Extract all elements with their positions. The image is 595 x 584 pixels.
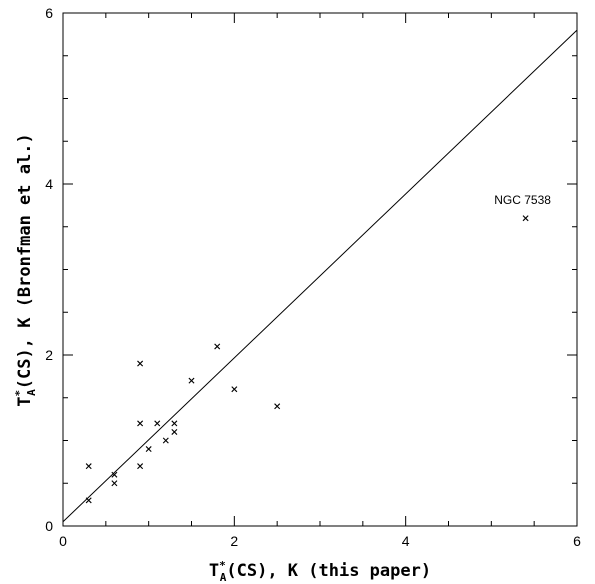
data-point: [522, 215, 529, 222]
y-tick-label: 0: [45, 518, 53, 534]
y-tick-label: 2: [45, 347, 53, 363]
plot-frame: [62, 12, 578, 527]
data-point: [85, 497, 92, 504]
data-point: [171, 428, 178, 435]
data-point: [154, 420, 161, 427]
x-tick-label: 6: [573, 533, 581, 549]
data-point: [137, 463, 144, 470]
y-axis-label: T*A(CS), K (Bronfman et al.): [13, 133, 38, 406]
one-to-one-line: [62, 29, 578, 523]
data-points: [85, 215, 529, 504]
point-annotation: NGC 7538: [494, 193, 551, 207]
annotations: NGC 7538: [494, 193, 551, 207]
data-point: [231, 386, 238, 393]
x-tick-label: 0: [59, 533, 67, 549]
data-point: [188, 377, 195, 384]
x-axis-label: T* A(CS), K (this paper): [209, 559, 431, 584]
data-point: [111, 471, 118, 478]
data-point: [137, 360, 144, 367]
data-point: [171, 420, 178, 427]
x-tick-label: 2: [230, 533, 238, 549]
data-point: [137, 420, 144, 427]
y-tick-label: 6: [45, 5, 53, 21]
data-point: [162, 437, 169, 444]
x-tick-label: 4: [402, 533, 410, 549]
data-point: [145, 446, 152, 453]
data-point: [85, 463, 92, 470]
data-point: [274, 403, 281, 410]
data-point: [111, 480, 118, 487]
y-tick-label: 4: [45, 176, 53, 192]
axis-tick-labels: 0 2 4 6 0 2 4 6: [45, 5, 581, 549]
axis-ticks: [62, 12, 578, 527]
data-point: [214, 343, 221, 350]
